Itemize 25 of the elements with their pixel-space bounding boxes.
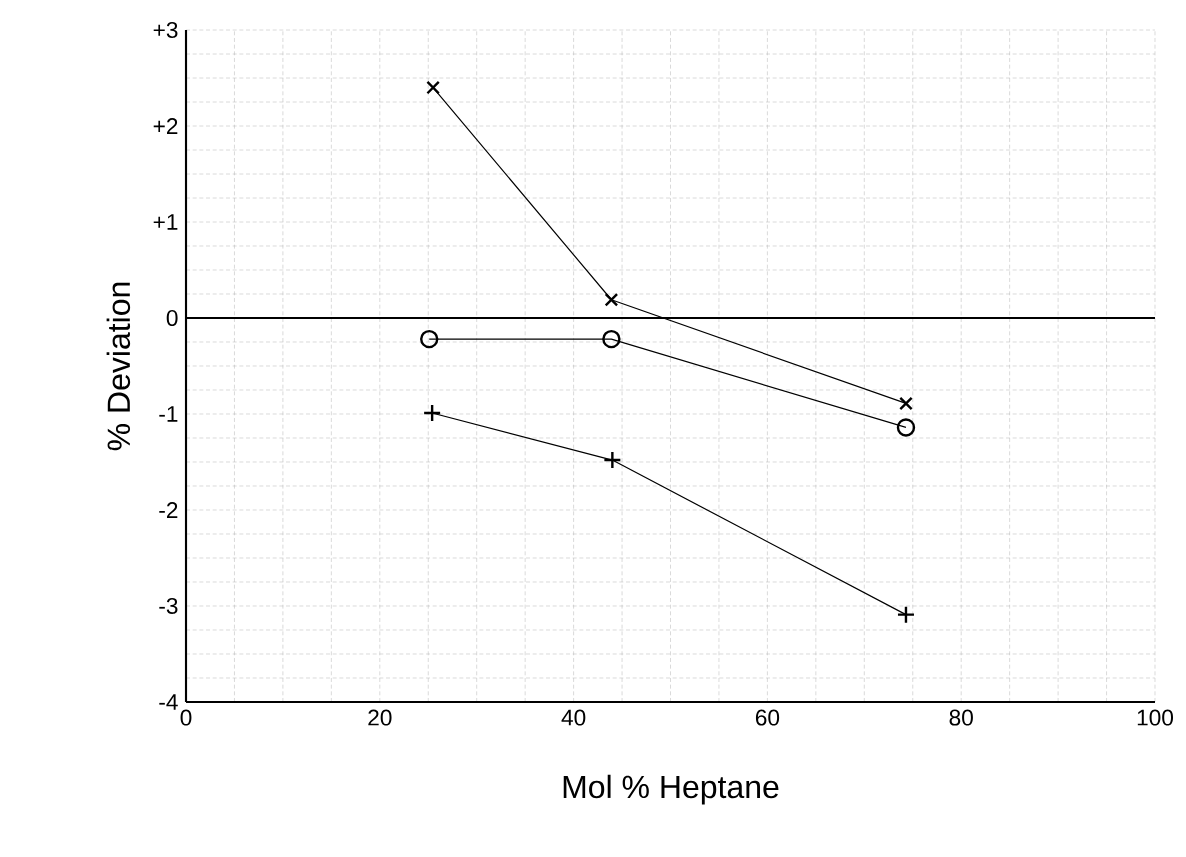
x-axis-title: Mol % Heptane bbox=[563, 774, 779, 805]
y-tick-label: 0 bbox=[166, 309, 178, 327]
y-tick-label: -3 bbox=[159, 597, 178, 615]
x-tick-label: 0 bbox=[180, 709, 192, 726]
point bbox=[899, 396, 913, 411]
point bbox=[420, 329, 439, 349]
x-tick-label: 20 bbox=[368, 709, 392, 726]
point bbox=[603, 450, 622, 470]
x-tick-label: 80 bbox=[949, 709, 973, 726]
point bbox=[896, 605, 916, 624]
x-tick-label: 60 bbox=[755, 709, 780, 726]
y-tick-label: +3 bbox=[153, 21, 178, 39]
y-axis-title: % Deviation bbox=[106, 282, 131, 451]
y-tick-label: -2 bbox=[159, 502, 178, 518]
y-tick-label: +1 bbox=[153, 214, 178, 230]
point bbox=[604, 292, 619, 307]
y-tick-label: -4 bbox=[159, 694, 178, 710]
x-tick-label: 40 bbox=[561, 709, 586, 726]
x-tick-label: 100 bbox=[1137, 709, 1174, 726]
point bbox=[602, 329, 621, 349]
point bbox=[896, 418, 916, 437]
y-tick-label: -1 bbox=[159, 406, 178, 422]
point bbox=[422, 403, 442, 423]
y-tick-label: +2 bbox=[153, 118, 178, 134]
point bbox=[426, 80, 440, 95]
